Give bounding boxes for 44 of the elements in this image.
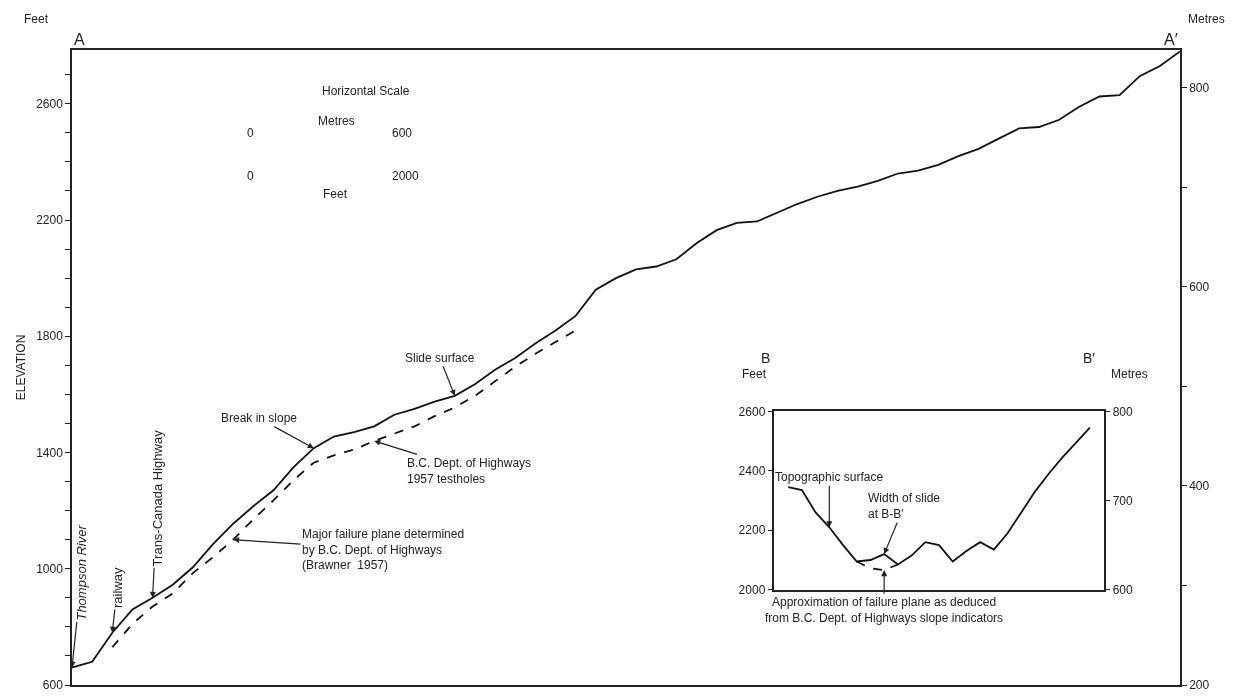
annotation: Approximation of failure plane as deduced from B.C. Dept. of Highways slope indicators — [765, 595, 1004, 625]
annotation: 600 — [392, 126, 413, 140]
annotation: Thompson River — [74, 524, 90, 621]
y2-tick-label: 400 — [1189, 479, 1210, 494]
y2-axis-title: Metres — [1188, 12, 1225, 26]
y2-tick-label: 800 — [1189, 81, 1210, 96]
annotation: 0 — [247, 126, 254, 140]
text: A — [74, 31, 85, 48]
annotation: railway — [109, 567, 125, 608]
y2-tick-label: 600 — [1189, 280, 1210, 295]
y-axis-title: ELEVATION — [13, 334, 28, 401]
annotation: B.C. Dept. of Highways 1957 testholes — [407, 456, 532, 486]
y-tick-label: 2000 — [738, 582, 766, 597]
y-tick-label: 1800 — [36, 329, 64, 344]
annotation: B′ — [1083, 350, 1096, 366]
y-tick-label: 2600 — [36, 96, 64, 111]
y-tick-label: 2200 — [36, 213, 64, 228]
annotation: Break in slope — [221, 411, 298, 425]
annotation: Trans-Canada Highway — [149, 429, 165, 567]
text: A′ — [1164, 31, 1178, 48]
y-tick-label: 2200 — [738, 523, 766, 538]
annotation: Width of slide at B-B′ — [868, 491, 941, 521]
annotation: 2000 — [392, 169, 420, 183]
annotation: Feet — [323, 187, 348, 201]
y2-tick-label: 800 — [1112, 404, 1134, 419]
y2-tick-label: 700 — [1112, 493, 1134, 508]
y-tick-label: 1000 — [36, 561, 64, 576]
y-tick-label: 2400 — [738, 464, 766, 478]
annotation: Slide surface — [405, 351, 475, 365]
annotation: Horizontal Scale — [322, 84, 410, 98]
y-tick-label: 600 — [42, 678, 64, 693]
y-tick-label: 2600 — [738, 404, 766, 419]
annotation: Major failure plane determined by B.C. Dept. of Highways (Brawner 1957) — [302, 527, 465, 573]
annotation: Topographic surface — [775, 470, 884, 484]
line-series — [111, 329, 577, 649]
y-axis-title: Feet — [742, 367, 767, 381]
annotation: Metres — [318, 114, 355, 128]
y2-tick-label: 600 — [1112, 582, 1134, 597]
y2-tick-label: 200 — [1189, 678, 1210, 693]
y-tick-label: 1400 — [36, 445, 64, 460]
annotation: B — [761, 350, 771, 366]
y2-axis-title: Metres — [1111, 367, 1148, 381]
annotation: 0 — [247, 169, 254, 183]
text: Feet — [24, 12, 49, 26]
